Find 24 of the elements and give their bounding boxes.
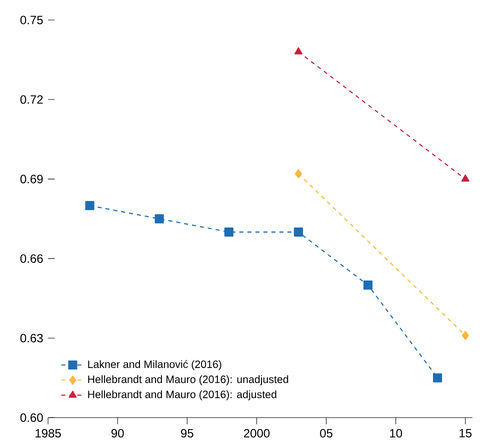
point	[224, 228, 234, 237]
point	[294, 228, 303, 237]
x-tick-label: 10	[390, 429, 402, 438]
y-tick-label: 0.63	[20, 334, 43, 342]
x-tick-label: 95	[181, 429, 194, 438]
point	[294, 169, 302, 178]
point	[154, 214, 164, 224]
y-tick-label: 0.60	[20, 413, 43, 422]
point	[85, 201, 94, 210]
x-tick-label: 90	[111, 429, 124, 438]
x-tick-label: 15	[460, 429, 472, 438]
point	[363, 280, 373, 290]
x-tick-label: 05	[320, 429, 332, 438]
y-tick-label: 0.66	[20, 254, 43, 263]
point	[462, 330, 469, 340]
y-tick-label: 0.69	[20, 174, 43, 184]
legend-label: Hellebrandt and Mauro (2016): unadjusted	[88, 375, 288, 386]
legend-label: Lakner and Milanović (2016)	[88, 360, 222, 370]
y-tick-label: 0.75	[20, 16, 43, 24]
point	[433, 373, 442, 382]
x-tick-label: 1985	[36, 429, 61, 438]
legend-label: Hellebrandt and Mauro (2016): adjusted	[88, 390, 276, 400]
x-tick-label: 2000	[244, 429, 270, 438]
y-tick-label: 0.72	[20, 95, 43, 104]
